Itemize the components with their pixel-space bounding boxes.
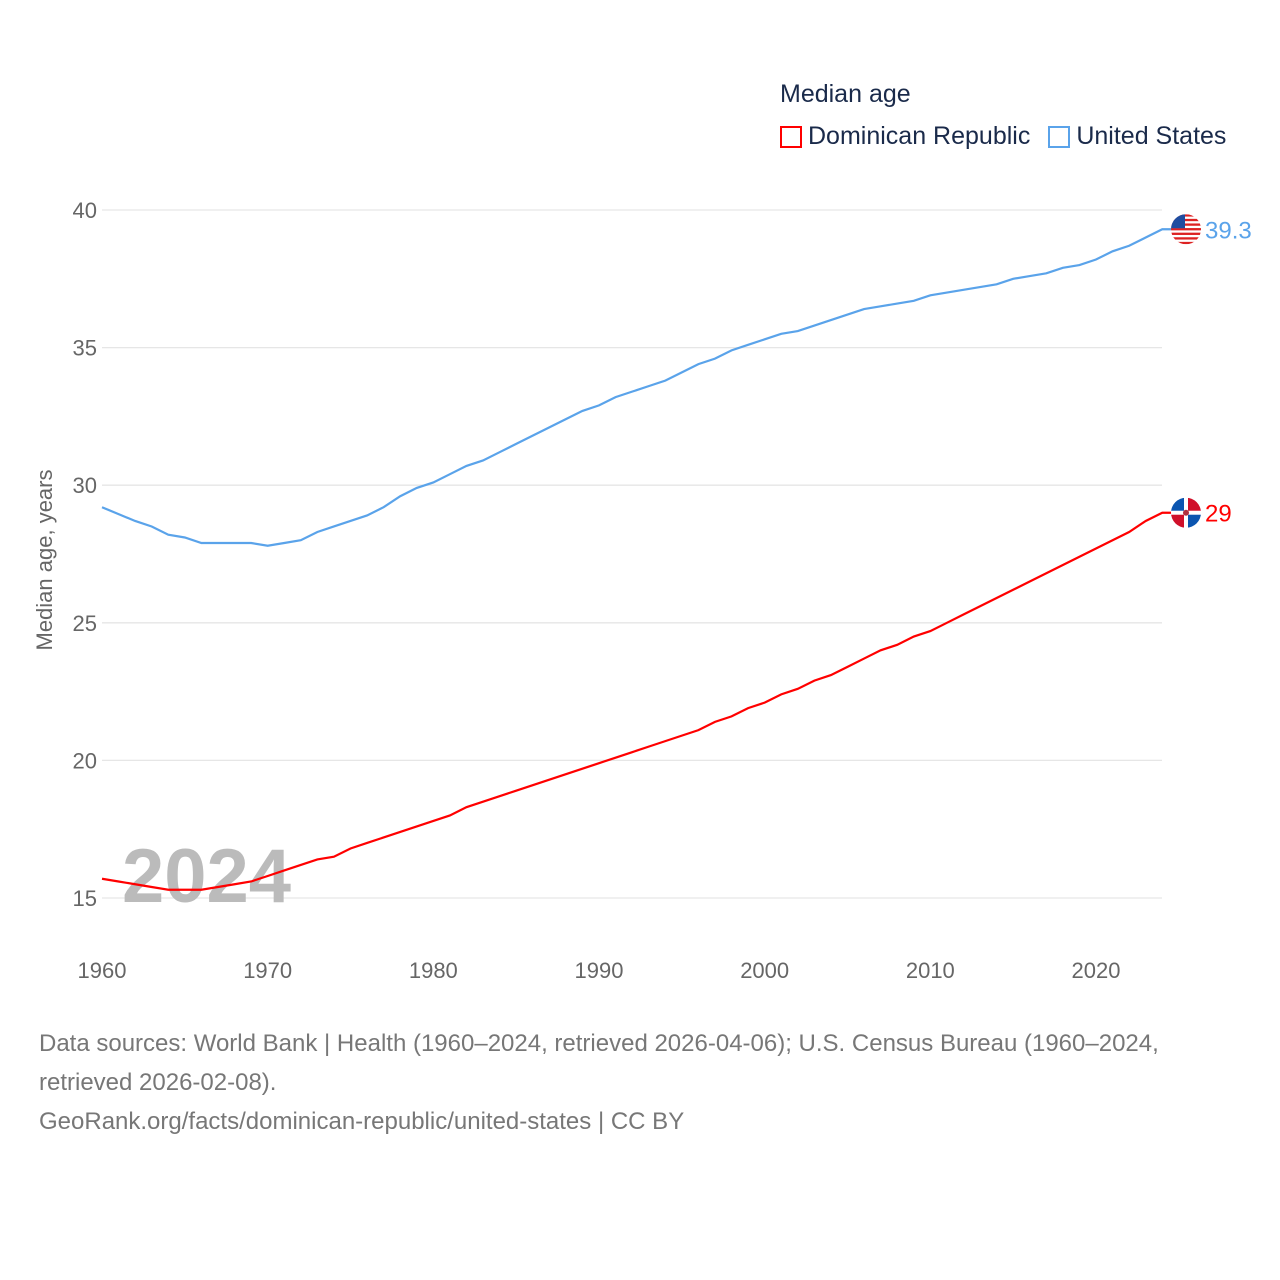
footer: Data sources: World Bank | Health (1960–… [39,1024,1249,1141]
series-line-dominican-republic[interactable] [101,511,1172,891]
end-value-label: 39.3 [1205,217,1252,244]
legend-title: Median age [780,80,911,108]
legend: Dominican Republic United States [780,122,1226,151]
y-tick-label: 15 [73,886,97,911]
legend-item-dominican-republic[interactable]: Dominican Republic [780,122,1030,151]
y-tick-label: 30 [73,473,97,498]
legend-swatch [780,125,802,148]
legend-label: Dominican Republic [808,122,1031,150]
y-tick-label: 40 [73,198,97,223]
x-tick-label: 1990 [575,958,624,983]
source-link[interactable]: GeoRank.org/facts/dominican-republic/uni… [39,1108,685,1135]
x-tick-label: 1980 [409,958,458,983]
x-tick-label: 2000 [740,958,789,983]
x-tick-label: 2020 [1072,958,1121,983]
x-tick-label: 2010 [906,958,955,983]
y-tick-label: 25 [73,611,97,636]
series-line-united-states[interactable] [101,228,1172,547]
x-tick-label: 1960 [78,958,127,983]
y-axis-label: Median age, years [32,470,57,651]
data-sources: Data sources: World Bank | Health (1960–… [39,1030,1159,1096]
x-tick-label: 1970 [243,958,292,983]
y-tick-label: 35 [73,336,97,361]
united-states-flag-icon [1171,214,1201,245]
legend-swatch [1048,125,1071,148]
y-tick-label: 20 [73,748,97,773]
legend-label: United States [1076,122,1227,150]
legend-item-united-states[interactable]: United States [1048,122,1226,151]
dominican-republic-flag-icon [1171,497,1201,528]
end-value-label: 29 [1205,501,1232,528]
